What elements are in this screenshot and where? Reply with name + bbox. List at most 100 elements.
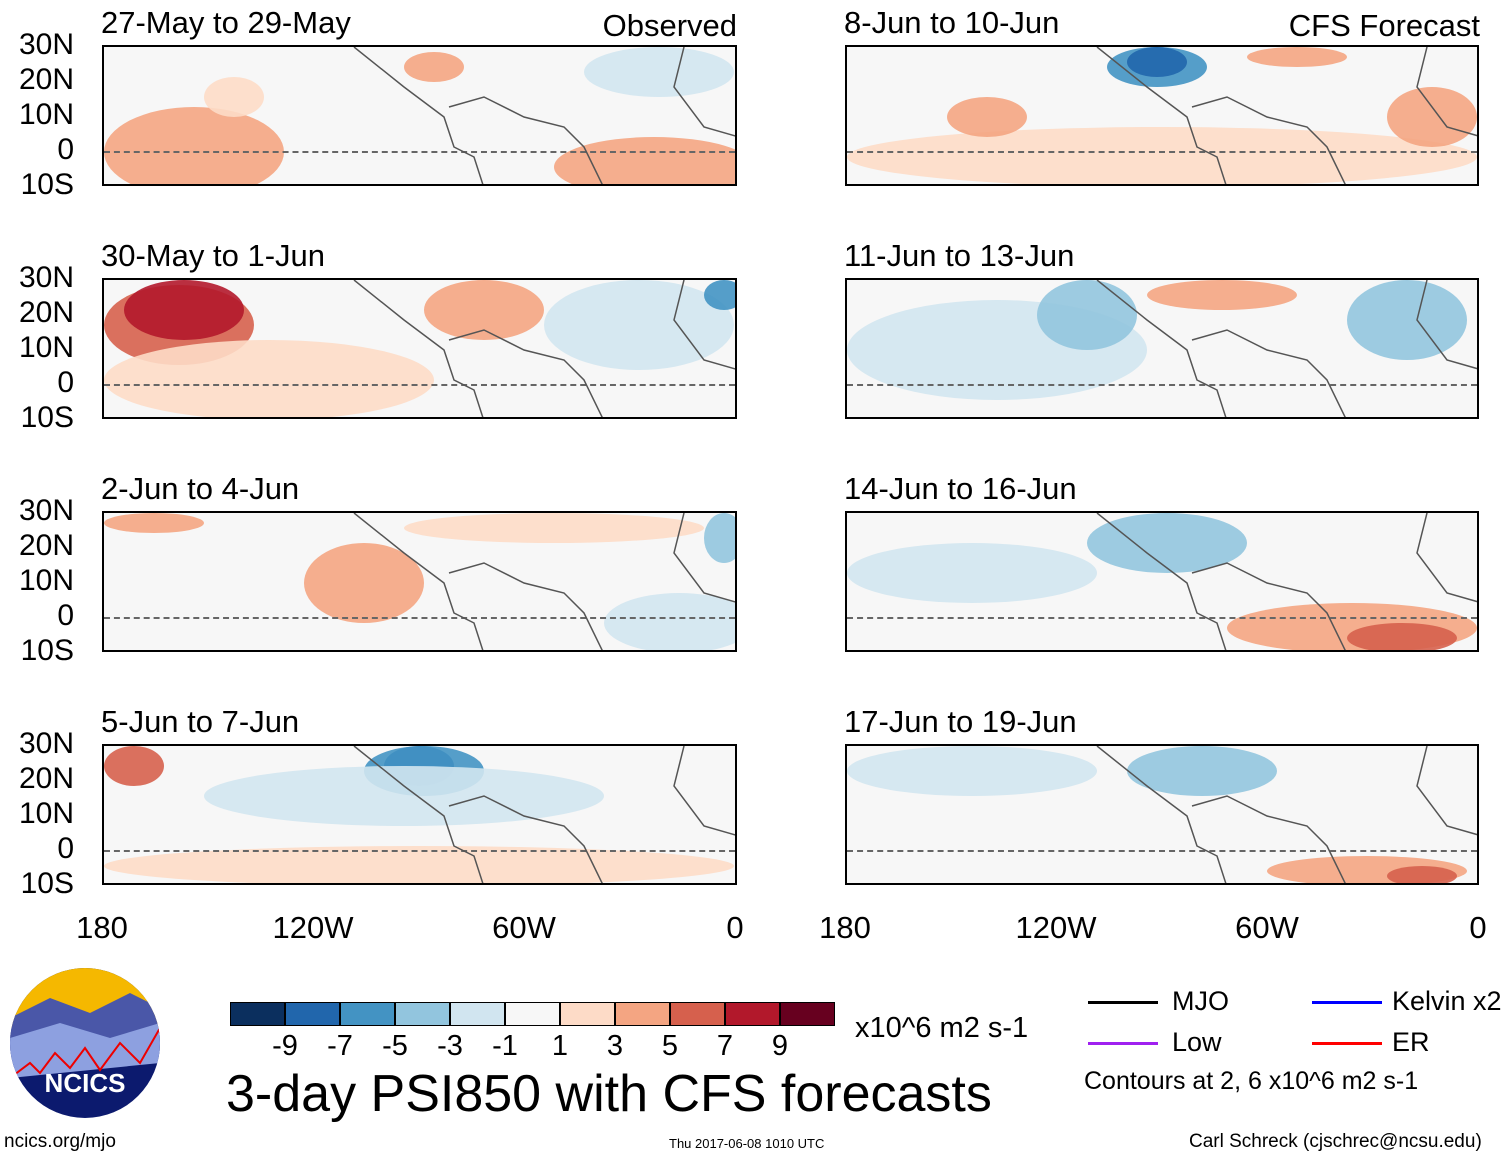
legend-label-low: Low — [1172, 1027, 1222, 1057]
equator-line — [104, 850, 735, 852]
panel-title: 8-Jun to 10-Jun — [844, 5, 1060, 40]
anomaly-shading — [204, 77, 264, 117]
map-panel — [845, 744, 1479, 885]
lon-label: 60W — [1235, 910, 1299, 945]
footer-url[interactable]: ncics.org/mjo — [4, 1131, 116, 1152]
colorbar-swatch — [615, 1002, 670, 1026]
panel-tag: Observed — [602, 8, 737, 43]
lon-label: 180 — [819, 910, 871, 945]
legend-line-er — [1312, 1042, 1382, 1045]
panel-title: 11-Jun to 13-Jun — [844, 238, 1075, 273]
anomaly-shading — [847, 127, 1477, 184]
anomaly-shading — [1127, 47, 1187, 77]
logo-art — [10, 968, 160, 1079]
legend-label-er: ER — [1392, 1027, 1430, 1057]
footer-author: Carl Schreck (cjschrec@ncsu.edu) — [1189, 1131, 1482, 1152]
colorbar-units: x10^6 m2 s-1 — [855, 1012, 1029, 1044]
legend-line-kelvin — [1312, 1001, 1382, 1004]
lat-label: 20N — [18, 296, 74, 329]
colorbar-label: -5 — [382, 1030, 408, 1062]
anomaly-shading — [104, 513, 204, 533]
lon-label: 60W — [492, 910, 556, 945]
colorbar-swatch — [230, 1002, 285, 1026]
colorbar-swatch — [340, 1002, 395, 1026]
map-panel — [102, 45, 737, 186]
panel-title: 27-May to 29-May — [101, 5, 351, 40]
colorbar-swatch — [450, 1002, 505, 1026]
anomaly-shading — [704, 280, 735, 310]
anomaly-shading — [404, 513, 704, 543]
anomaly-shading — [847, 543, 1097, 603]
ncics-logo: NCICS — [10, 968, 160, 1118]
anomaly-shading — [1127, 746, 1277, 796]
coastlines — [353, 513, 735, 650]
anomaly-shading — [104, 746, 164, 786]
colorbar-label: 9 — [771, 1030, 789, 1062]
map-panel — [102, 511, 737, 652]
coastlines — [1096, 746, 1477, 883]
anomaly-shading — [124, 280, 244, 340]
coastlines — [353, 280, 735, 417]
anomaly-shading — [1147, 280, 1297, 310]
equator-line — [847, 384, 1477, 386]
panel-title: 5-Jun to 7-Jun — [101, 704, 300, 739]
panel-tag: CFS Forecast — [1288, 8, 1480, 43]
legend-line-mjo — [1088, 1001, 1158, 1004]
logo-text: NCICS — [44, 1068, 126, 1098]
map-panel — [845, 45, 1479, 186]
anomaly-shading — [1037, 280, 1137, 350]
lon-label: 0 — [1469, 910, 1487, 945]
equator-line — [847, 151, 1477, 153]
lon-label: 0 — [726, 910, 744, 945]
colorbar-label: 1 — [551, 1030, 569, 1062]
anomaly-shading — [404, 52, 464, 82]
anomaly-shading — [847, 746, 1097, 796]
panel-title: 17-Jun to 19-Jun — [844, 704, 1077, 739]
contour-note: Contours at 2, 6 x10^6 m2 s-1 — [1084, 1067, 1419, 1095]
lat-label: 10N — [18, 331, 74, 364]
legend-label-kelvin: Kelvin x2 — [1392, 986, 1502, 1016]
anomaly-shading — [1247, 47, 1347, 67]
colorbar-label: 7 — [716, 1030, 734, 1062]
panel-title: 30-May to 1-Jun — [101, 238, 325, 273]
lat-label: 0 — [57, 599, 74, 632]
lat-label: 30N — [18, 494, 74, 527]
equator-line — [104, 151, 735, 153]
anomaly-shading — [104, 340, 434, 417]
footer-timestamp: Thu 2017-06-08 1010 UTC — [669, 1136, 825, 1151]
anomaly-shading — [104, 107, 284, 184]
legend-label-mjo: MJO — [1172, 986, 1229, 1016]
lat-label: 0 — [57, 133, 74, 166]
colorbar-swatch — [395, 1002, 450, 1026]
lat-label: 30N — [18, 727, 74, 760]
anomaly-shading — [1347, 623, 1457, 650]
anomaly-shading — [1387, 866, 1457, 883]
anomaly-shading — [104, 846, 734, 883]
coastlines — [1096, 47, 1477, 184]
panel-title: 2-Jun to 4-Jun — [101, 471, 300, 506]
coastlines — [1096, 513, 1477, 650]
anomaly-shading — [947, 97, 1027, 137]
equator-line — [847, 850, 1477, 852]
anomaly-shading — [544, 280, 734, 370]
lon-label: 180 — [76, 910, 128, 945]
lat-label: 0 — [57, 832, 74, 865]
colorbar-swatch — [505, 1002, 560, 1026]
coastlines — [1096, 280, 1477, 417]
anomaly-shading — [604, 593, 735, 650]
lon-label: 120W — [1015, 910, 1097, 945]
map-panel — [102, 278, 737, 419]
lat-label: 30N — [18, 28, 74, 61]
lat-label: 10S — [20, 401, 74, 434]
anomaly-shading — [1087, 513, 1247, 573]
lat-label: 20N — [18, 762, 74, 795]
anomaly-shading — [704, 513, 735, 563]
lat-label: 0 — [57, 366, 74, 399]
colorbar-label: -3 — [437, 1030, 463, 1062]
anomaly-shading — [1387, 87, 1477, 147]
anomaly-shading — [304, 543, 424, 623]
coastlines — [353, 47, 735, 184]
lat-label: 30N — [18, 261, 74, 294]
colorbar-label: 3 — [606, 1030, 624, 1062]
panel-title: 14-Jun to 16-Jun — [844, 471, 1077, 506]
